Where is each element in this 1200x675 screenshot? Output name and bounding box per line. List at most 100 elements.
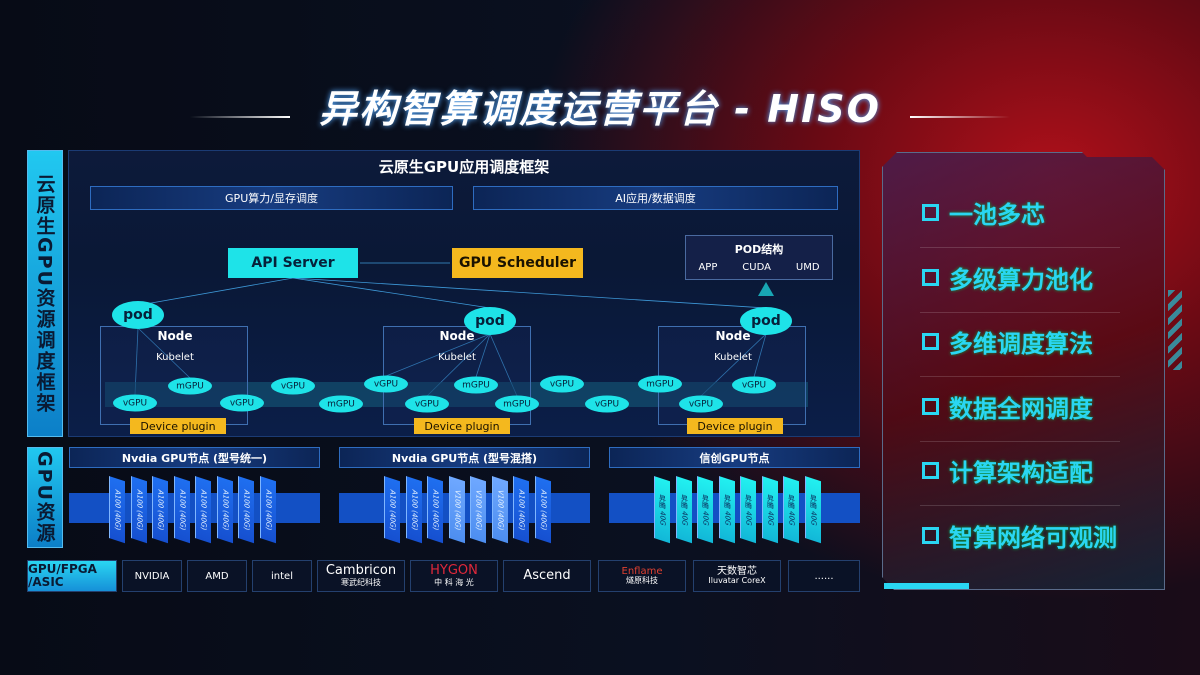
kubelet-label: Kubelet (714, 352, 752, 363)
gpu-card: A100 (40G) (152, 476, 168, 544)
mgpu-ellipse: mGPU (638, 375, 682, 393)
vendor-logo-1: AMD (187, 560, 247, 592)
vendor-name: NVIDIA (134, 570, 170, 582)
vendor-name: ...... (814, 570, 834, 582)
feature-item: 数据全网调度 (922, 389, 1093, 424)
feature-label: 智算网络可观测 (949, 524, 1117, 552)
vendor-name: Cambricon (325, 563, 397, 579)
gpu-card: A100 (40G) (405, 476, 422, 544)
gpu-card: 昇腾 40G (804, 476, 821, 544)
vgpu-ellipse: vGPU (271, 377, 315, 395)
pod-structure-item: CUDA (742, 262, 771, 273)
node-label: Node (715, 329, 751, 343)
vendor-logo-2: intel (252, 560, 312, 592)
framework-side-label: 云原生GPU资源调度框架 (27, 150, 63, 437)
gpu-card: A100 (40G) (216, 476, 233, 544)
node-label: Node (439, 329, 475, 343)
feature-label: 数据全网调度 (949, 394, 1093, 423)
feature-item: 一池多芯 (922, 195, 1045, 230)
vendor-name: AMD (205, 570, 229, 582)
feature-label: 多维调度算法 (949, 330, 1093, 359)
vendor-logo-6: Enflame 燧原科技 (598, 560, 686, 592)
vgpu-ellipse: vGPU (732, 376, 776, 394)
gpu-card: A100 (40G) (534, 476, 551, 544)
gpu-card: A100 (40G) (195, 476, 211, 544)
feature-divider (920, 505, 1120, 507)
gpu-card: 昇腾 40G (740, 476, 756, 544)
title-divider-left (190, 116, 290, 118)
vendor-logo-4: HYGON 中 科 海 光 (410, 560, 498, 592)
vgpu-ellipse: vGPU (220, 394, 264, 412)
gpu-node-header: Nvdia GPU节点 (型号统一) (69, 447, 320, 468)
api-server-box: API Server (228, 248, 358, 278)
gpu-card: V100 (40G) (470, 476, 486, 544)
gpu-node-header: 信创GPU节点 (609, 447, 860, 468)
feature-divider (920, 247, 1120, 248)
gpu-node-header: Nvdia GPU节点 (型号混搭) (339, 447, 590, 468)
page-title: 异构智算调度运营平台 - HISO (319, 87, 881, 131)
vendor-subname: Iluvatar CoreX (708, 576, 766, 586)
kubelet-label: Kubelet (156, 352, 194, 363)
checkbox-icon (922, 397, 939, 415)
vendor-logo-3: Cambricon 寒武纪科技 (317, 560, 405, 592)
feature-item: 计算架构适配 (922, 453, 1093, 488)
gpu-card: A100 (40G) (109, 476, 125, 544)
vendor-subname: 燧原科技 (626, 576, 658, 586)
node-label: Node (157, 329, 193, 343)
feature-item: 多维调度算法 (922, 324, 1093, 359)
pod-ellipse: pod (740, 307, 792, 335)
gpu-compute-bar: GPU算力/显存调度 (90, 186, 453, 210)
checkbox-icon (922, 333, 939, 351)
checkbox-icon (922, 204, 939, 221)
vendor-name: intel (271, 570, 293, 582)
vgpu-ellipse: vGPU (405, 395, 449, 413)
pod-ellipse: pod (112, 301, 164, 329)
mgpu-ellipse: mGPU (319, 395, 363, 413)
gpu-card: 昇腾 40G (654, 476, 670, 544)
gpu-card: A100 (40G) (384, 476, 400, 544)
mgpu-ellipse: mGPU (454, 376, 498, 394)
pod-structure-item: UMD (795, 262, 820, 273)
ai-data-bar: AI应用/数据调度 (473, 186, 838, 210)
resources-side-label: GPU资源 (27, 447, 63, 548)
vendor-category-label: GPU/FPGA /ASIC (27, 560, 117, 592)
feature-label: 多级算力池化 (949, 265, 1093, 294)
gpu-card: V100 (40G) (491, 476, 508, 544)
decor-accent (884, 583, 969, 589)
gpu-card: 昇腾 40G (697, 476, 713, 544)
vendor-logo-5: Ascend (503, 560, 591, 592)
device-plugin-label: Device plugin (130, 418, 226, 434)
vgpu-ellipse: vGPU (540, 375, 584, 393)
feature-item: 智算网络可观测 (922, 518, 1117, 553)
vendor-logo-7: 天数智芯 Iluvatar CoreX (693, 560, 781, 592)
feature-label: 计算架构适配 (949, 459, 1093, 488)
vendor-subname: 中 科 海 光 (434, 577, 474, 587)
vgpu-ellipse: vGPU (585, 395, 629, 413)
vendor-name: 天数智芯 (717, 566, 757, 578)
checkbox-icon (922, 462, 939, 480)
vendor-name: HYGON (430, 563, 478, 579)
gpu-card: A100 (40G) (259, 476, 276, 544)
vendor-subname: 寒武纪科技 (341, 577, 381, 587)
vgpu-ellipse: vGPU (113, 394, 157, 412)
vgpu-ellipse: vGPU (679, 395, 723, 413)
vendor-name: Enflame (621, 566, 663, 578)
mgpu-ellipse: mGPU (168, 377, 212, 395)
feature-divider (920, 376, 1120, 378)
checkbox-icon (922, 527, 939, 544)
feature-item: 多级算力池化 (922, 260, 1093, 295)
features-panel (882, 152, 1165, 590)
gpu-card: A100 (40G) (513, 476, 529, 544)
vendor-logo-8: ...... (788, 560, 860, 592)
gpu-card: 昇腾 40G (675, 476, 692, 544)
vgpu-ellipse: vGPU (364, 375, 408, 393)
pod-structure-title: POD结构 (734, 243, 784, 256)
gpu-card: 昇腾 40G (718, 476, 735, 544)
pod-ellipse: pod (464, 307, 516, 335)
gpu-card: 昇腾 40G (761, 476, 778, 544)
pod-structure-item: APP (698, 262, 718, 273)
gpu-card: A100 (40G) (427, 476, 443, 544)
gpu-card: A100 (40G) (130, 476, 147, 544)
feature-label: 一池多芯 (949, 201, 1045, 229)
gpu-card: V100 (40G) (448, 476, 465, 544)
